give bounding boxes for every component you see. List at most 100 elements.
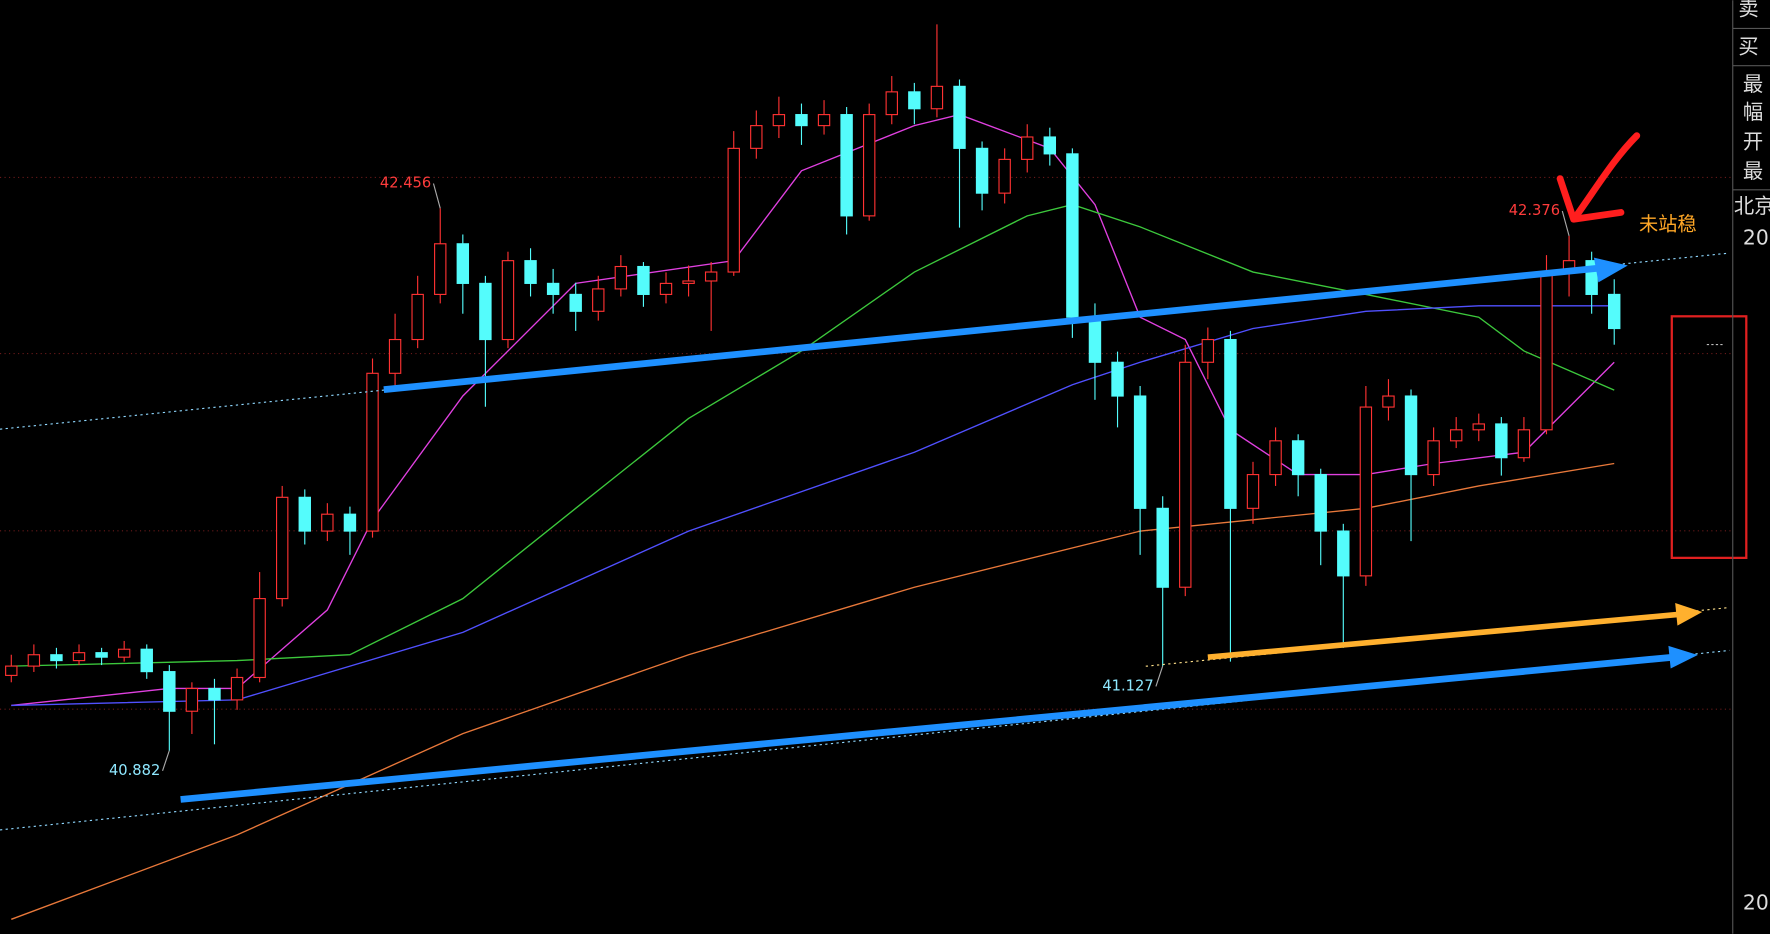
candle-body <box>1043 136 1057 155</box>
moving-average <box>11 203 1615 667</box>
candle-body <box>885 91 898 116</box>
candle-body <box>1156 507 1169 588</box>
candle-body <box>1021 136 1034 160</box>
moving-average <box>11 305 1615 707</box>
candle-body <box>411 293 424 341</box>
arrow-head <box>1675 603 1703 626</box>
high-label: 42.376 <box>1509 202 1560 219</box>
trend-dotted <box>0 649 1730 831</box>
candle-body <box>321 513 334 532</box>
candle-body <box>208 687 221 701</box>
candle-body <box>659 282 673 295</box>
trend-arrow <box>383 264 1604 394</box>
candle-body <box>456 243 470 284</box>
candle-body <box>230 676 244 701</box>
candle-body <box>72 652 86 662</box>
candle-body <box>253 598 266 679</box>
hand-arrow <box>1556 132 1641 223</box>
candle-body <box>1472 423 1485 431</box>
panel-label: 最 <box>1743 72 1763 96</box>
candle-body <box>1427 440 1440 476</box>
candle-body <box>975 147 989 194</box>
candle-body <box>524 260 537 284</box>
trend-arrow <box>180 653 1674 803</box>
candle-body <box>95 652 108 658</box>
candle-body <box>1517 429 1531 459</box>
candle-body <box>930 85 944 110</box>
candle-body <box>298 496 311 532</box>
candle-body <box>1269 440 1282 476</box>
candle-body <box>1291 440 1305 476</box>
candle-body <box>795 114 808 127</box>
panel-label: 买 <box>1738 35 1758 59</box>
label-connector <box>432 183 441 209</box>
low-label: 40.882 <box>109 762 160 779</box>
candle-body <box>50 654 63 662</box>
label-connector <box>162 750 170 772</box>
candle-body <box>185 687 199 712</box>
candle-body <box>1133 395 1147 509</box>
candle-body <box>840 114 853 217</box>
panel-label: 最 <box>1743 159 1763 183</box>
low-label: 41.127 <box>1102 677 1153 694</box>
trend-lines <box>0 252 1730 831</box>
quote-panel: 卖 买 最 幅 开 最 北京 20 20 <box>1732 0 1770 934</box>
candle-body <box>1608 293 1621 330</box>
panel-label: 20 <box>1743 890 1769 914</box>
high-label: 42.456 <box>380 174 431 191</box>
candle-body <box>1337 530 1350 577</box>
candle-body <box>1495 423 1508 459</box>
hand-arrow-head <box>1556 175 1625 223</box>
candle-body <box>1224 338 1237 509</box>
panel-label: 20 <box>1743 225 1769 249</box>
candle-body <box>772 114 786 127</box>
plot <box>5 24 1621 920</box>
trend-dotted <box>0 252 1730 430</box>
candle-body <box>704 271 718 282</box>
candle-body <box>388 338 402 374</box>
candle-body <box>682 280 695 284</box>
candle-body <box>1382 395 1395 408</box>
candle-body <box>953 85 966 149</box>
candle-body <box>546 282 560 295</box>
candle-body <box>479 282 492 341</box>
hand-arrow-shaft <box>1571 132 1641 222</box>
arrow-head <box>1668 645 1698 669</box>
candle-body <box>163 671 176 712</box>
candle-body <box>750 125 763 149</box>
candle-body <box>1246 474 1260 509</box>
candle-body <box>1066 153 1079 318</box>
candle-body <box>1111 361 1124 397</box>
candle-body <box>366 372 379 532</box>
candle-body <box>1585 260 1598 295</box>
candle-body <box>592 288 605 312</box>
candle-body <box>1201 338 1215 363</box>
trend-arrow <box>1207 611 1680 661</box>
candle-body <box>998 158 1011 194</box>
panel-label: 卖 <box>1738 0 1758 20</box>
candle-body <box>727 147 740 273</box>
candle-body <box>5 665 18 676</box>
panel-label: 幅 <box>1743 100 1763 124</box>
candle-body <box>117 648 131 658</box>
candle-body <box>637 265 650 295</box>
panel-label: 北京 <box>1734 194 1770 218</box>
arrow-head <box>1593 257 1628 283</box>
candle-body <box>27 654 41 667</box>
candle-body <box>434 243 447 295</box>
candle-body <box>817 114 831 127</box>
label-connector <box>1155 665 1164 687</box>
candle-body <box>1449 429 1463 442</box>
candle-body <box>1359 406 1373 577</box>
candle-body <box>1404 395 1418 476</box>
label-connector <box>1561 210 1570 237</box>
candle-body <box>862 114 876 217</box>
candle-body <box>140 648 153 673</box>
candle-body <box>1088 316 1102 363</box>
highlight-box <box>1670 315 1748 559</box>
candle-body <box>501 260 515 341</box>
candle-body <box>1540 271 1553 431</box>
candle-body <box>614 265 628 290</box>
